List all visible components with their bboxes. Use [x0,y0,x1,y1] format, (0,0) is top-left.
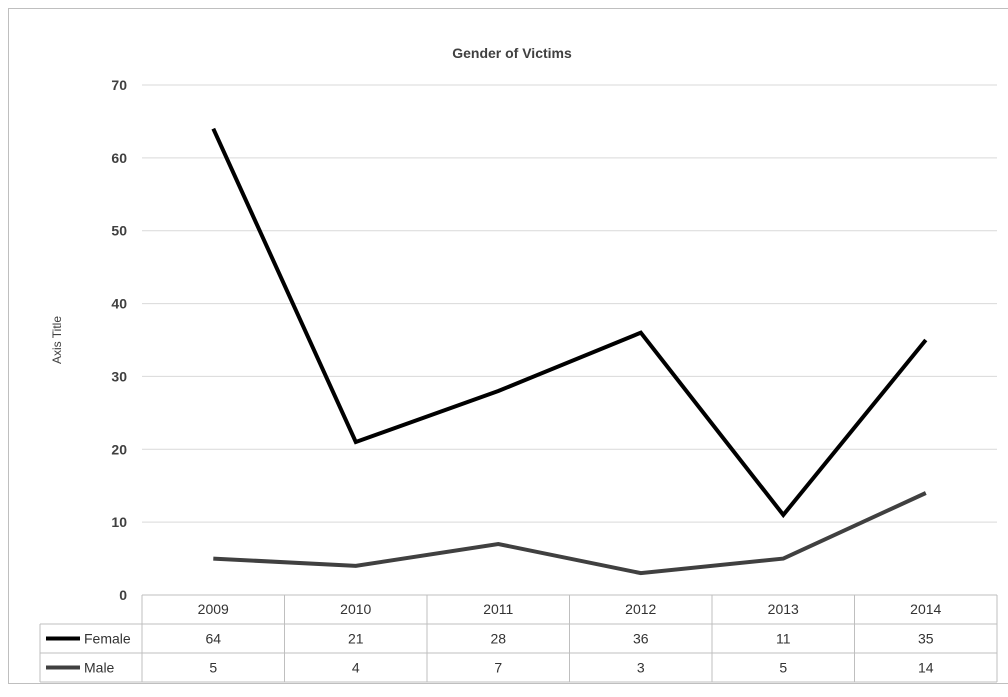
x-tick-label: 2014 [910,601,941,617]
data-label-female: 28 [490,631,506,647]
data-label-male: 4 [352,660,360,676]
data-label-male: 3 [637,660,645,676]
series-line-female [211,127,928,519]
data-label-male: 7 [494,660,502,676]
gridlines [142,84,997,523]
data-table: 2009 2010 2011 2012 2013 2014 Female 64 21 28 36 11… [39,594,998,683]
y-tick-labels: 0 10 20 30 40 50 60 70 [111,77,127,603]
series-lines [211,127,928,576]
y-tick-label: 0 [119,587,127,603]
data-label-male: 14 [918,660,934,676]
y-tick-label: 60 [111,150,127,166]
data-label-male: 5 [209,660,217,676]
x-tick-label: 2010 [340,601,371,617]
series-line-male [213,491,927,576]
y-tick-label: 70 [111,77,127,93]
data-label-male: 5 [779,660,787,676]
data-label-female: 36 [633,631,649,647]
y-tick-label: 30 [111,368,127,384]
legend-label-female: Female [84,631,131,647]
legend-label-male: Male [84,660,115,676]
y-tick-label: 20 [111,441,127,457]
x-tick-label: 2011 [483,601,513,617]
y-tick-label: 50 [111,223,127,239]
data-label-female: 21 [348,631,364,647]
data-label-female: 11 [776,631,791,647]
y-tick-label: 10 [111,514,127,530]
chart-title: Gender of Victims [452,45,572,61]
y-axis-label: Axis Title [50,316,64,364]
x-tick-label: 2009 [198,601,229,617]
x-tick-label: 2012 [625,601,656,617]
chart-frame [8,8,1008,684]
y-tick-label: 40 [111,296,127,312]
data-label-female: 64 [205,631,221,647]
data-label-female: 35 [918,631,934,647]
x-tick-label: 2013 [768,601,799,617]
